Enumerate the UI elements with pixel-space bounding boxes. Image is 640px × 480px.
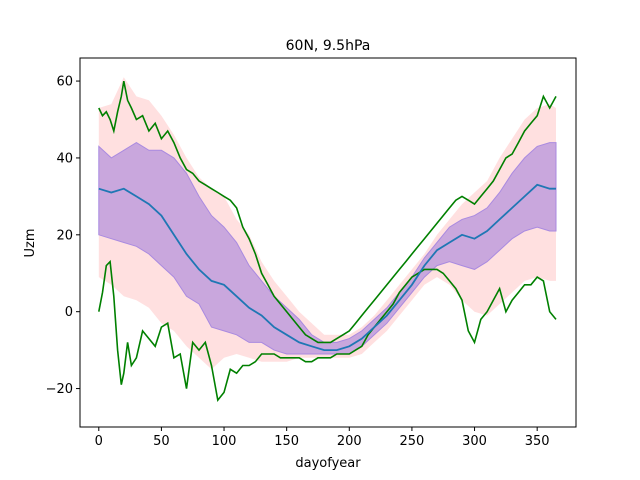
x-tick-label: 250 xyxy=(400,434,425,449)
x-axis: 0 50 100 150 200 250 300 350 xyxy=(95,427,550,449)
x-tick-label: 200 xyxy=(337,434,362,449)
x-tick-label: 100 xyxy=(212,434,237,449)
plot-area xyxy=(98,77,557,402)
x-tick-label: 300 xyxy=(462,434,487,449)
y-tick-label: −20 xyxy=(46,382,73,397)
y-tick-label: 20 xyxy=(56,228,73,243)
x-tick-label: 350 xyxy=(525,434,550,449)
y-tick-label: 0 xyxy=(65,305,73,320)
x-tick-label: 150 xyxy=(274,434,299,449)
mean-line xyxy=(98,183,556,351)
axes-frame xyxy=(79,57,577,428)
y-tick-label: 40 xyxy=(56,151,73,166)
x-tick-label: 0 xyxy=(95,434,103,449)
maximum-line xyxy=(98,80,557,344)
y-axis-label: Uzm xyxy=(23,228,38,257)
x-axis-label: dayofyear xyxy=(295,456,361,471)
y-tick-label: 60 xyxy=(56,75,73,90)
x-tick-label: 50 xyxy=(153,434,170,449)
inner-spread-band xyxy=(98,142,557,355)
chart-title: 60N, 9.5hPa xyxy=(286,38,371,54)
y-axis: −20 0 20 40 60 xyxy=(46,75,80,397)
minimum-line xyxy=(98,259,557,402)
